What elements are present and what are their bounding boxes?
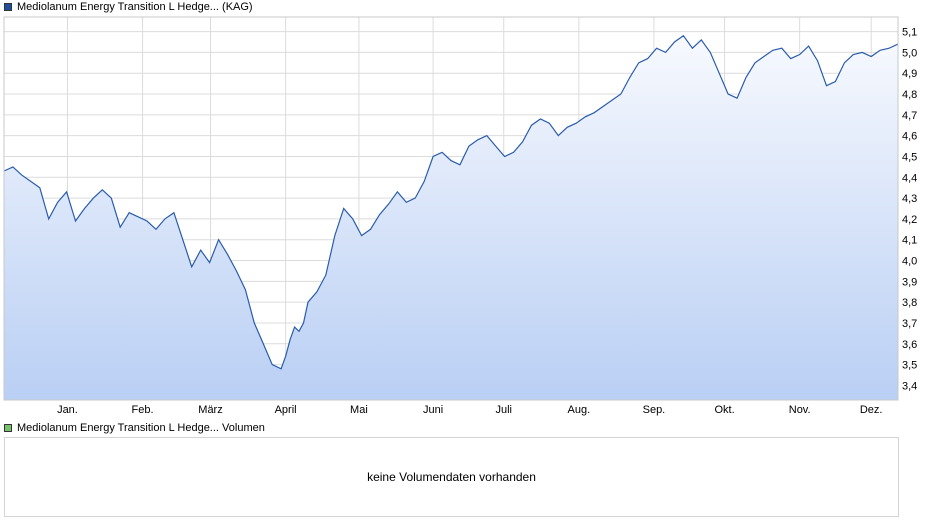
x-tick-label: März bbox=[198, 404, 222, 416]
x-tick-label: April bbox=[275, 404, 297, 416]
x-axis: Jan. Feb. März April Mai Juni Juli Aug. Sep. Okt.… bbox=[57, 404, 882, 416]
y-axis: 3,4 3,5 3,6 3,7 3,8 3,9 4,0 4,1 4,2 4,3 4,4 4,5 4,6 4… bbox=[902, 27, 917, 393]
y-tick-label: 5,1 bbox=[902, 27, 917, 39]
volume-legend: Mediolanum Energy Transition L Hedge... … bbox=[4, 421, 265, 435]
x-tick-label: Jan. bbox=[57, 404, 78, 416]
x-tick-label: Sep. bbox=[643, 404, 666, 416]
price-legend: Mediolanum Energy Transition L Hedge... … bbox=[4, 0, 253, 14]
x-tick-label: Feb. bbox=[132, 404, 154, 416]
x-tick-label: Nov. bbox=[789, 404, 811, 416]
x-tick-label: Juni bbox=[423, 404, 443, 416]
volume-panel: keine Volumendaten vorhanden bbox=[4, 437, 899, 517]
y-tick-label: 4,6 bbox=[902, 131, 917, 143]
x-tick-label: Okt. bbox=[714, 404, 734, 416]
y-tick-label: 4,2 bbox=[902, 214, 917, 226]
y-tick-label: 3,5 bbox=[902, 360, 917, 372]
x-tick-label: Mai bbox=[350, 404, 368, 416]
plot-frame bbox=[3, 16, 899, 401]
x-tick-label: Dez. bbox=[860, 404, 883, 416]
y-tick-label: 3,9 bbox=[902, 276, 917, 288]
y-tick-label: 3,7 bbox=[902, 318, 917, 330]
x-tick-label: Aug. bbox=[568, 404, 591, 416]
volume-legend-label: Mediolanum Energy Transition L Hedge... … bbox=[17, 422, 265, 434]
x-tick-label: Juli bbox=[495, 404, 512, 416]
price-legend-label: Mediolanum Energy Transition L Hedge... … bbox=[17, 1, 253, 13]
volume-empty-message: keine Volumendaten vorhanden bbox=[367, 470, 536, 484]
price-chart: 3,4 3,5 3,6 3,7 3,8 3,9 4,0 4,1 4,2 4,3 4,4 4,5 4,6 4… bbox=[3, 16, 917, 416]
y-tick-label: 4,7 bbox=[902, 110, 917, 122]
y-tick-label: 3,8 bbox=[902, 297, 917, 309]
volume-legend-swatch bbox=[4, 424, 12, 432]
y-tick-label: 4,9 bbox=[902, 68, 917, 80]
y-tick-label: 5,0 bbox=[902, 47, 917, 59]
y-tick-label: 3,4 bbox=[902, 380, 917, 392]
price-area bbox=[4, 35, 898, 400]
y-tick-label: 4,5 bbox=[902, 151, 917, 163]
y-tick-label: 4,8 bbox=[902, 89, 917, 101]
y-tick-label: 4,0 bbox=[902, 256, 917, 268]
y-tick-label: 4,3 bbox=[902, 193, 917, 205]
price-line bbox=[3, 34, 899, 370]
y-tick-label: 3,6 bbox=[902, 339, 917, 351]
price-legend-swatch bbox=[4, 3, 12, 11]
y-tick-label: 4,4 bbox=[902, 172, 917, 184]
y-tick-label: 4,1 bbox=[902, 235, 917, 247]
